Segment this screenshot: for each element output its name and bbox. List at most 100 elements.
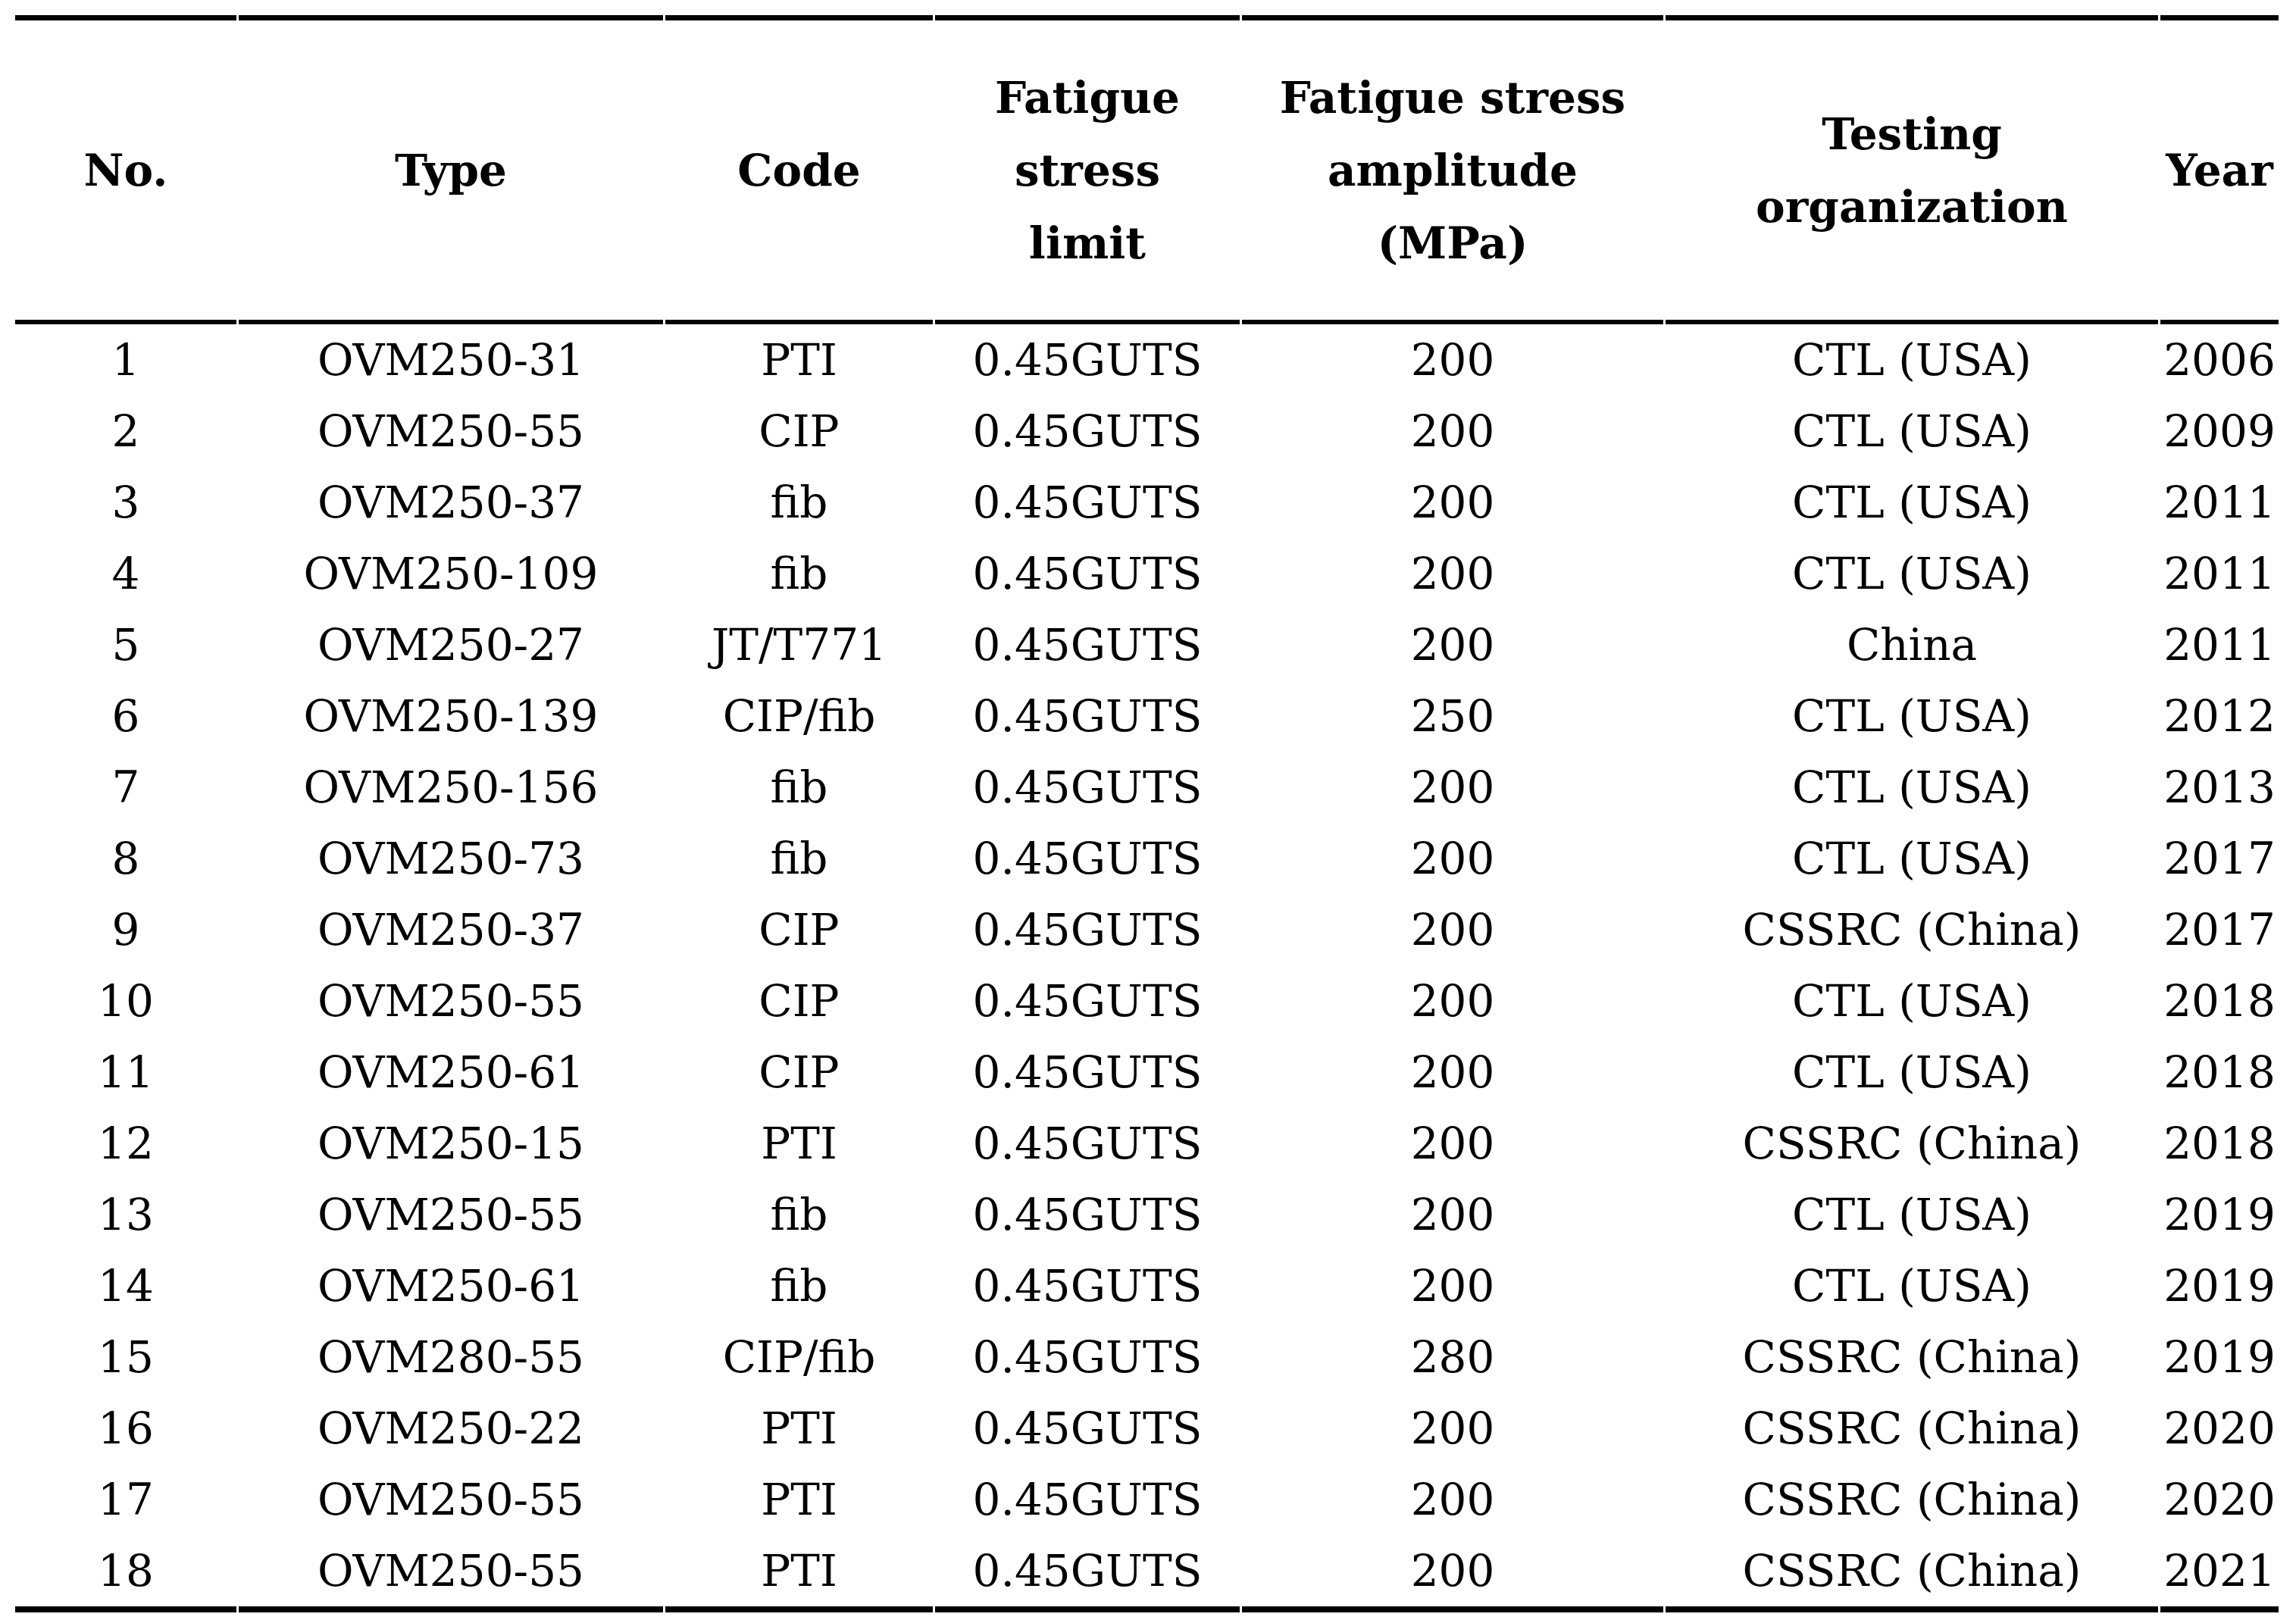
table-cell: OVM250-55 (239, 1464, 663, 1535)
table-cell: 2011 (2160, 609, 2279, 680)
table-cell: 200 (1242, 1535, 1663, 1612)
table-cell: OVM250-37 (239, 467, 663, 538)
table-cell: CTL (USA) (1666, 823, 2158, 894)
table-cell: 14 (15, 1250, 236, 1321)
table-cell: 200 (1242, 965, 1663, 1037)
table-cell: 2006 (2160, 324, 2279, 396)
table-row: 8OVM250-73fib0.45GUTS200CTL (USA)2017 (15, 823, 2279, 894)
table-cell: 2019 (2160, 1250, 2279, 1321)
table-cell: OVM250-55 (239, 1179, 663, 1250)
table-cell: 280 (1242, 1321, 1663, 1393)
table-cell: CTL (USA) (1666, 467, 2158, 538)
table-cell: 200 (1242, 752, 1663, 823)
table-cell: 2011 (2160, 538, 2279, 609)
table-cell: 4 (15, 538, 236, 609)
table-cell: 6 (15, 680, 236, 752)
header-cell-0: No. (15, 15, 236, 324)
table-cell: 10 (15, 965, 236, 1037)
table-cell: 0.45GUTS (935, 680, 1240, 752)
table-cell: 12 (15, 1108, 236, 1179)
table-cell: 0.45GUTS (935, 1393, 1240, 1464)
table-cell: OVM250-22 (239, 1393, 663, 1464)
table-cell: 0.45GUTS (935, 1464, 1240, 1535)
table-cell: 200 (1242, 324, 1663, 396)
table-cell: 18 (15, 1535, 236, 1612)
table-cell: 200 (1242, 1250, 1663, 1321)
table-row: 2OVM250-55CIP0.45GUTS200CTL (USA)2009 (15, 396, 2279, 467)
table-row: 15OVM280-55CIP/fib0.45GUTS280CSSRC (Chin… (15, 1321, 2279, 1393)
table-row: 13OVM250-55fib0.45GUTS200CTL (USA)2019 (15, 1179, 2279, 1250)
table-cell: CTL (USA) (1666, 1250, 2158, 1321)
table-cell: CSSRC (China) (1666, 1535, 2158, 1612)
table-cell: OVM250-37 (239, 894, 663, 965)
table-cell: 0.45GUTS (935, 1535, 1240, 1612)
table-body: 1OVM250-31PTI0.45GUTS200CTL (USA)20062OV… (15, 324, 2279, 1612)
table-cell: CTL (USA) (1666, 680, 2158, 752)
table-cell: CSSRC (China) (1666, 894, 2158, 965)
table-cell: CTL (USA) (1666, 752, 2158, 823)
table-cell: 17 (15, 1464, 236, 1535)
table-cell: 3 (15, 467, 236, 538)
table-cell: 0.45GUTS (935, 1037, 1240, 1108)
header-cell-4: Fatigue stress amplitude (MPa) (1242, 15, 1663, 324)
table-row: 12OVM250-15PTI0.45GUTS200CSSRC (China)20… (15, 1108, 2279, 1179)
table-cell: PTI (665, 324, 933, 396)
table-row: 11OVM250-61CIP0.45GUTS200CTL (USA)2018 (15, 1037, 2279, 1108)
table-cell: 0.45GUTS (935, 609, 1240, 680)
header-row: No.TypeCodeFatigue stress limitFatigue s… (15, 15, 2279, 324)
table-row: 17OVM250-55PTI0.45GUTS200CSSRC (China)20… (15, 1464, 2279, 1535)
table-cell: 2018 (2160, 965, 2279, 1037)
table-cell: OVM280-55 (239, 1321, 663, 1393)
table-cell: 0.45GUTS (935, 1179, 1240, 1250)
table-cell: 2019 (2160, 1179, 2279, 1250)
table-cell: 1 (15, 324, 236, 396)
table-cell: 2019 (2160, 1321, 2279, 1393)
table-cell: fib (665, 1179, 933, 1250)
table-cell: fib (665, 752, 933, 823)
table-row: 3OVM250-37fib0.45GUTS200CTL (USA)2011 (15, 467, 2279, 538)
table-cell: CTL (USA) (1666, 1037, 2158, 1108)
table-row: 6OVM250-139CIP/fib0.45GUTS250CTL (USA)20… (15, 680, 2279, 752)
table-cell: 2021 (2160, 1535, 2279, 1612)
table-row: 4OVM250-109fib0.45GUTS200CTL (USA)2011 (15, 538, 2279, 609)
header-cell-5: Testing organization (1666, 15, 2158, 324)
table-cell: 7 (15, 752, 236, 823)
table-row: 9OVM250-37CIP0.45GUTS200CSSRC (China)201… (15, 894, 2279, 965)
table-cell: OVM250-55 (239, 1535, 663, 1612)
table-header: No.TypeCodeFatigue stress limitFatigue s… (15, 15, 2279, 324)
table-cell: 9 (15, 894, 236, 965)
table-cell: PTI (665, 1464, 933, 1535)
table-cell: CTL (USA) (1666, 396, 2158, 467)
table-cell: CIP (665, 396, 933, 467)
table-cell: 0.45GUTS (935, 894, 1240, 965)
table-cell: 0.45GUTS (935, 467, 1240, 538)
table-cell: China (1666, 609, 2158, 680)
table-cell: PTI (665, 1108, 933, 1179)
table-cell: CSSRC (China) (1666, 1464, 2158, 1535)
table-cell: OVM250-27 (239, 609, 663, 680)
header-cell-6: Year (2160, 15, 2279, 324)
table-cell: 2017 (2160, 823, 2279, 894)
table-cell: 0.45GUTS (935, 823, 1240, 894)
table-cell: 200 (1242, 1464, 1663, 1535)
table-cell: fib (665, 1250, 933, 1321)
table-cell: 2011 (2160, 467, 2279, 538)
table-cell: fib (665, 467, 933, 538)
header-cell-2: Code (665, 15, 933, 324)
table-cell: CIP/fib (665, 680, 933, 752)
table-cell: 2013 (2160, 752, 2279, 823)
table-cell: CSSRC (China) (1666, 1393, 2158, 1464)
table-cell: OVM250-15 (239, 1108, 663, 1179)
table-cell: 2020 (2160, 1464, 2279, 1535)
table-row: 16OVM250-22PTI0.45GUTS200CSSRC (China)20… (15, 1393, 2279, 1464)
table-cell: 200 (1242, 894, 1663, 965)
table-cell: OVM250-156 (239, 752, 663, 823)
table-cell: fib (665, 823, 933, 894)
table-cell: CIP/fib (665, 1321, 933, 1393)
table-cell: OVM250-61 (239, 1037, 663, 1108)
table-row: 14OVM250-61fib0.45GUTS200CTL (USA)2019 (15, 1250, 2279, 1321)
table-cell: 2009 (2160, 396, 2279, 467)
fatigue-test-results-table: No.TypeCodeFatigue stress limitFatigue s… (13, 15, 2281, 1612)
table-cell: 5 (15, 609, 236, 680)
table-cell: 200 (1242, 609, 1663, 680)
